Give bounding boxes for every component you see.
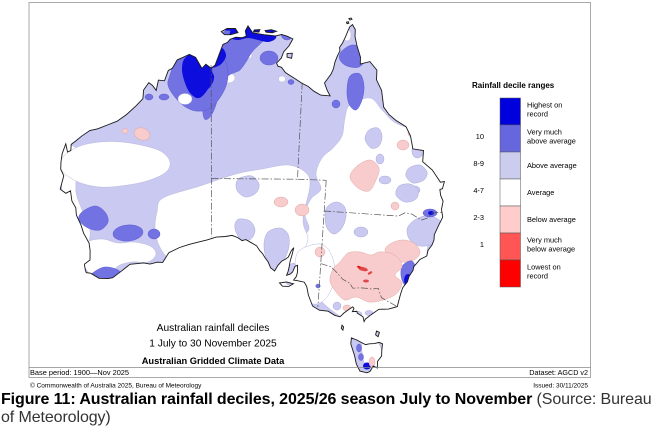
svg-text:Australian Gridded Climate Dat: Australian Gridded Climate Data bbox=[142, 356, 285, 366]
svg-text:record: record bbox=[527, 109, 548, 118]
svg-text:Above average: Above average bbox=[527, 161, 577, 170]
svg-text:Very much: Very much bbox=[527, 235, 562, 244]
svg-text:Australian rainfall deciles: Australian rainfall deciles bbox=[157, 323, 270, 334]
svg-text:Highest on: Highest on bbox=[527, 100, 562, 109]
svg-text:Rainfall decile ranges: Rainfall decile ranges bbox=[472, 81, 555, 90]
svg-text:8-9: 8-9 bbox=[473, 159, 484, 168]
svg-text:record: record bbox=[527, 271, 548, 280]
svg-text:Very much: Very much bbox=[527, 127, 562, 136]
svg-text:Base period: 1900—Nov 2025: Base period: 1900—Nov 2025 bbox=[30, 368, 129, 377]
svg-text:1 July to 30 November 2025: 1 July to 30 November 2025 bbox=[149, 339, 277, 350]
svg-text:2-3: 2-3 bbox=[473, 213, 484, 222]
svg-text:Issued: 30/11/2025: Issued: 30/11/2025 bbox=[533, 383, 588, 390]
svg-text:4-7: 4-7 bbox=[473, 186, 484, 195]
svg-text:below average: below average bbox=[527, 244, 575, 253]
svg-text:10: 10 bbox=[476, 132, 484, 141]
svg-text:above average: above average bbox=[527, 136, 576, 145]
svg-text:Lowest on: Lowest on bbox=[527, 262, 561, 271]
svg-text:Dataset: AGCD v2: Dataset: AGCD v2 bbox=[529, 368, 588, 377]
svg-text:Below average: Below average bbox=[527, 215, 576, 224]
svg-text:1: 1 bbox=[480, 240, 484, 249]
svg-text:© Commonwealth of Australia 20: © Commonwealth of Australia 2025, Bureau… bbox=[30, 382, 202, 390]
svg-text:Average: Average bbox=[527, 188, 554, 197]
